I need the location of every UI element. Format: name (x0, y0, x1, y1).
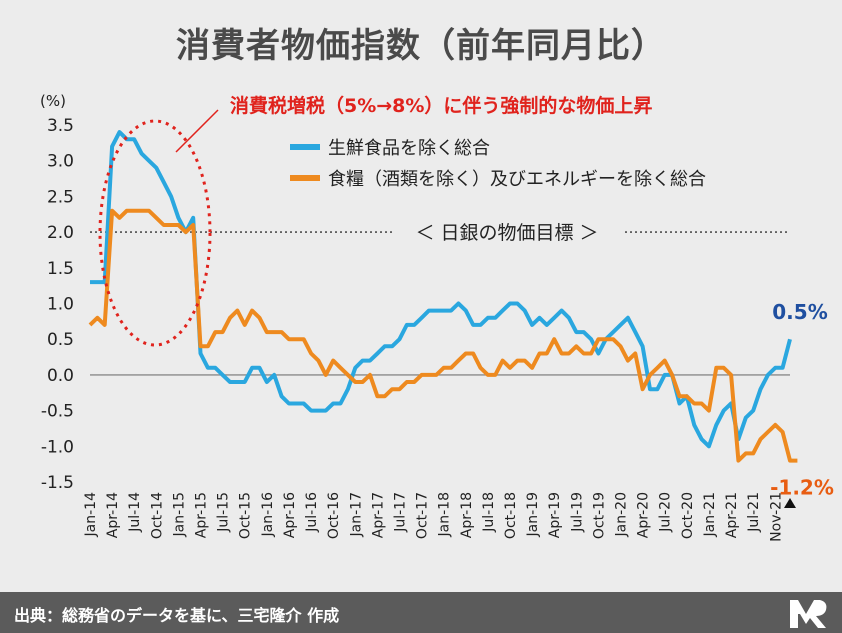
x-tick-label: Oct-19 (591, 492, 607, 539)
y-axis-label: (%) (40, 92, 66, 110)
x-tick-label: Oct-18 (503, 492, 519, 539)
series-line-core-core (88, 208, 798, 463)
x-tick-label: Apr-14 (105, 492, 121, 538)
x-tick-label: Jul-20 (658, 492, 674, 533)
line-chart: (%) 3.5 3.0 2.5 2.0 1.5 1.0 0.5 0.0 -0.5 -1.0 -1.5 J… (40, 92, 834, 542)
y-tick-label: 1.0 (47, 295, 74, 315)
x-tick-label: Jan-17 (348, 492, 364, 537)
y-tick-label: -1.5 (41, 473, 74, 493)
x-tick-label: Jul-15 (216, 492, 232, 533)
source-credit: 出典：総務省のデータを基に、三宅隆介 作成 (14, 606, 340, 625)
y-tick-label: 3.0 (47, 152, 74, 172)
x-tick-label: Jul-17 (392, 492, 408, 533)
x-tick-label: Jul-21 (746, 492, 762, 533)
x-tick-label: Apr-20 (636, 492, 652, 538)
tax-hike-highlight-ellipse (98, 119, 212, 347)
y-tick-label: 2.0 (47, 223, 74, 243)
y-tick-label: 2.5 (47, 187, 74, 207)
x-tick-label: Jan-18 (437, 492, 453, 537)
x-tick-label: Apr-18 (459, 492, 475, 538)
y-tick-label: 3.5 (47, 116, 74, 136)
x-tick-label: Jan-16 (260, 492, 276, 538)
y-tick-label: -0.5 (41, 402, 74, 422)
x-tick-label: Jan-21 (702, 492, 718, 537)
x-tick-label: Jan-20 (614, 492, 630, 537)
x-tick-label: Jan-15 (171, 492, 187, 537)
x-tick-label: Jul-19 (569, 492, 585, 533)
y-tick-label: -1.0 (41, 437, 74, 457)
x-tick-label: Apr-16 (282, 492, 298, 538)
end-marker-triangle (784, 498, 796, 508)
x-tick-label: Apr-19 (547, 492, 563, 538)
end-label-core-core: -1.2% (770, 476, 834, 500)
annotation-pointer (175, 109, 219, 153)
target-label: ＜ 日銀の物価目標 ＞ (415, 222, 598, 244)
x-tick-label: Jul-16 (304, 492, 320, 533)
y-tick-label: 0.0 (47, 366, 74, 386)
annotation-text: 消費税増税（5%→8%）に伴う強制的な物価上昇 (230, 94, 652, 117)
x-tick-label: Oct-20 (680, 492, 696, 539)
legend-label: 食糧（酒類を除く）及びエネルギーを除く総合 (328, 169, 706, 190)
x-tick-label: Oct-16 (326, 492, 342, 539)
x-tick-label: Oct-15 (238, 492, 254, 539)
x-tick-label: Oct-14 (149, 492, 165, 539)
x-tick-label: Oct-17 (415, 492, 431, 539)
x-tick-label: Jan-14 (83, 492, 99, 538)
y-tick-label: 0.5 (47, 330, 74, 350)
x-tick-label: Apr-17 (370, 492, 386, 538)
end-label-core: 0.5% (772, 300, 827, 324)
target-label-bg (392, 218, 622, 247)
x-tick-label: Apr-21 (724, 492, 740, 538)
legend-label: 生鮮食品を除く総合 (328, 138, 490, 159)
x-tick-label: Jul-18 (481, 492, 497, 533)
x-tick-label: Apr-15 (194, 492, 210, 538)
x-tick-label: Jul-14 (127, 492, 143, 533)
y-tick-label: 1.5 (47, 259, 74, 279)
x-tick-label: Jan-19 (525, 492, 541, 537)
mr-logo-icon (790, 600, 827, 628)
x-tick-label: Nov-21 (768, 492, 784, 542)
chart-title: 消費者物価指数（前年同月比） (176, 26, 666, 66)
footer-bar: 出典：総務省のデータを基に、三宅隆介 作成 (0, 592, 842, 633)
